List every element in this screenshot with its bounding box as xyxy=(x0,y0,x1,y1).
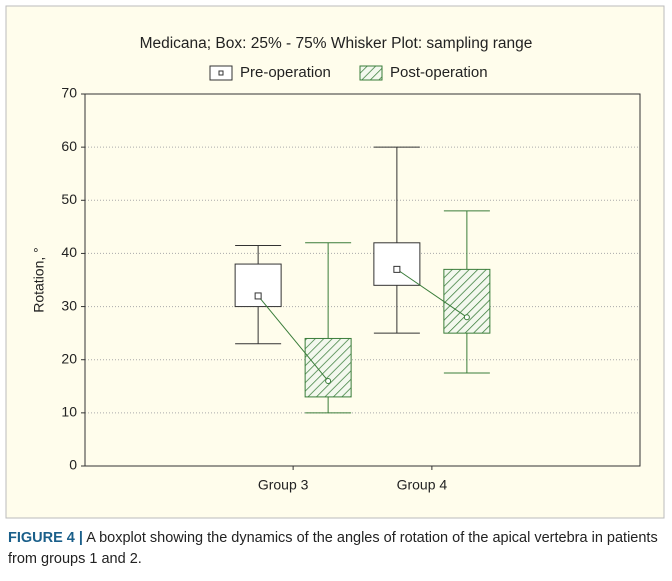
legend-swatch xyxy=(209,65,233,81)
median-marker xyxy=(325,377,332,384)
legend-label: Pre-operation xyxy=(240,64,331,81)
y-tick-label: 60 xyxy=(61,138,77,154)
median-connector xyxy=(257,295,329,382)
caption: FIGURE 4 | A boxplot showing the dynamic… xyxy=(8,528,658,570)
y-tick-label: 30 xyxy=(61,297,77,313)
box xyxy=(234,263,282,308)
legend-swatch xyxy=(359,65,383,81)
box xyxy=(304,337,352,398)
box xyxy=(443,268,491,334)
y-tick-label: 0 xyxy=(69,457,77,473)
y-tick-label: 40 xyxy=(61,244,77,260)
median-marker xyxy=(463,314,470,321)
y-axis-label: Rotation, ° xyxy=(31,247,47,313)
x-tick-label: Group 4 xyxy=(397,477,448,493)
y-tick-label: 20 xyxy=(61,350,77,366)
y-tick-label: 10 xyxy=(61,404,77,420)
y-tick-label: 70 xyxy=(61,85,77,101)
chart-background xyxy=(5,5,665,519)
chart-title: Medicana; Box: 25% - 75% Whisker Plot: s… xyxy=(140,35,533,52)
legend-label: Post-operation xyxy=(390,64,488,81)
median-marker xyxy=(254,292,262,300)
box xyxy=(373,242,421,286)
caption-text: A boxplot showing the dynamics of the an… xyxy=(8,530,658,567)
x-tick-label: Group 3 xyxy=(258,477,309,493)
y-tick-label: 50 xyxy=(61,191,77,207)
legend-marker xyxy=(218,70,224,76)
median-marker xyxy=(393,265,401,273)
chart: Medicana; Box: 25% - 75% Whisker Plot: s… xyxy=(5,5,665,519)
plot-frame xyxy=(84,93,641,467)
median-connector xyxy=(396,268,468,318)
caption-label: FIGURE 4 | xyxy=(8,530,83,546)
